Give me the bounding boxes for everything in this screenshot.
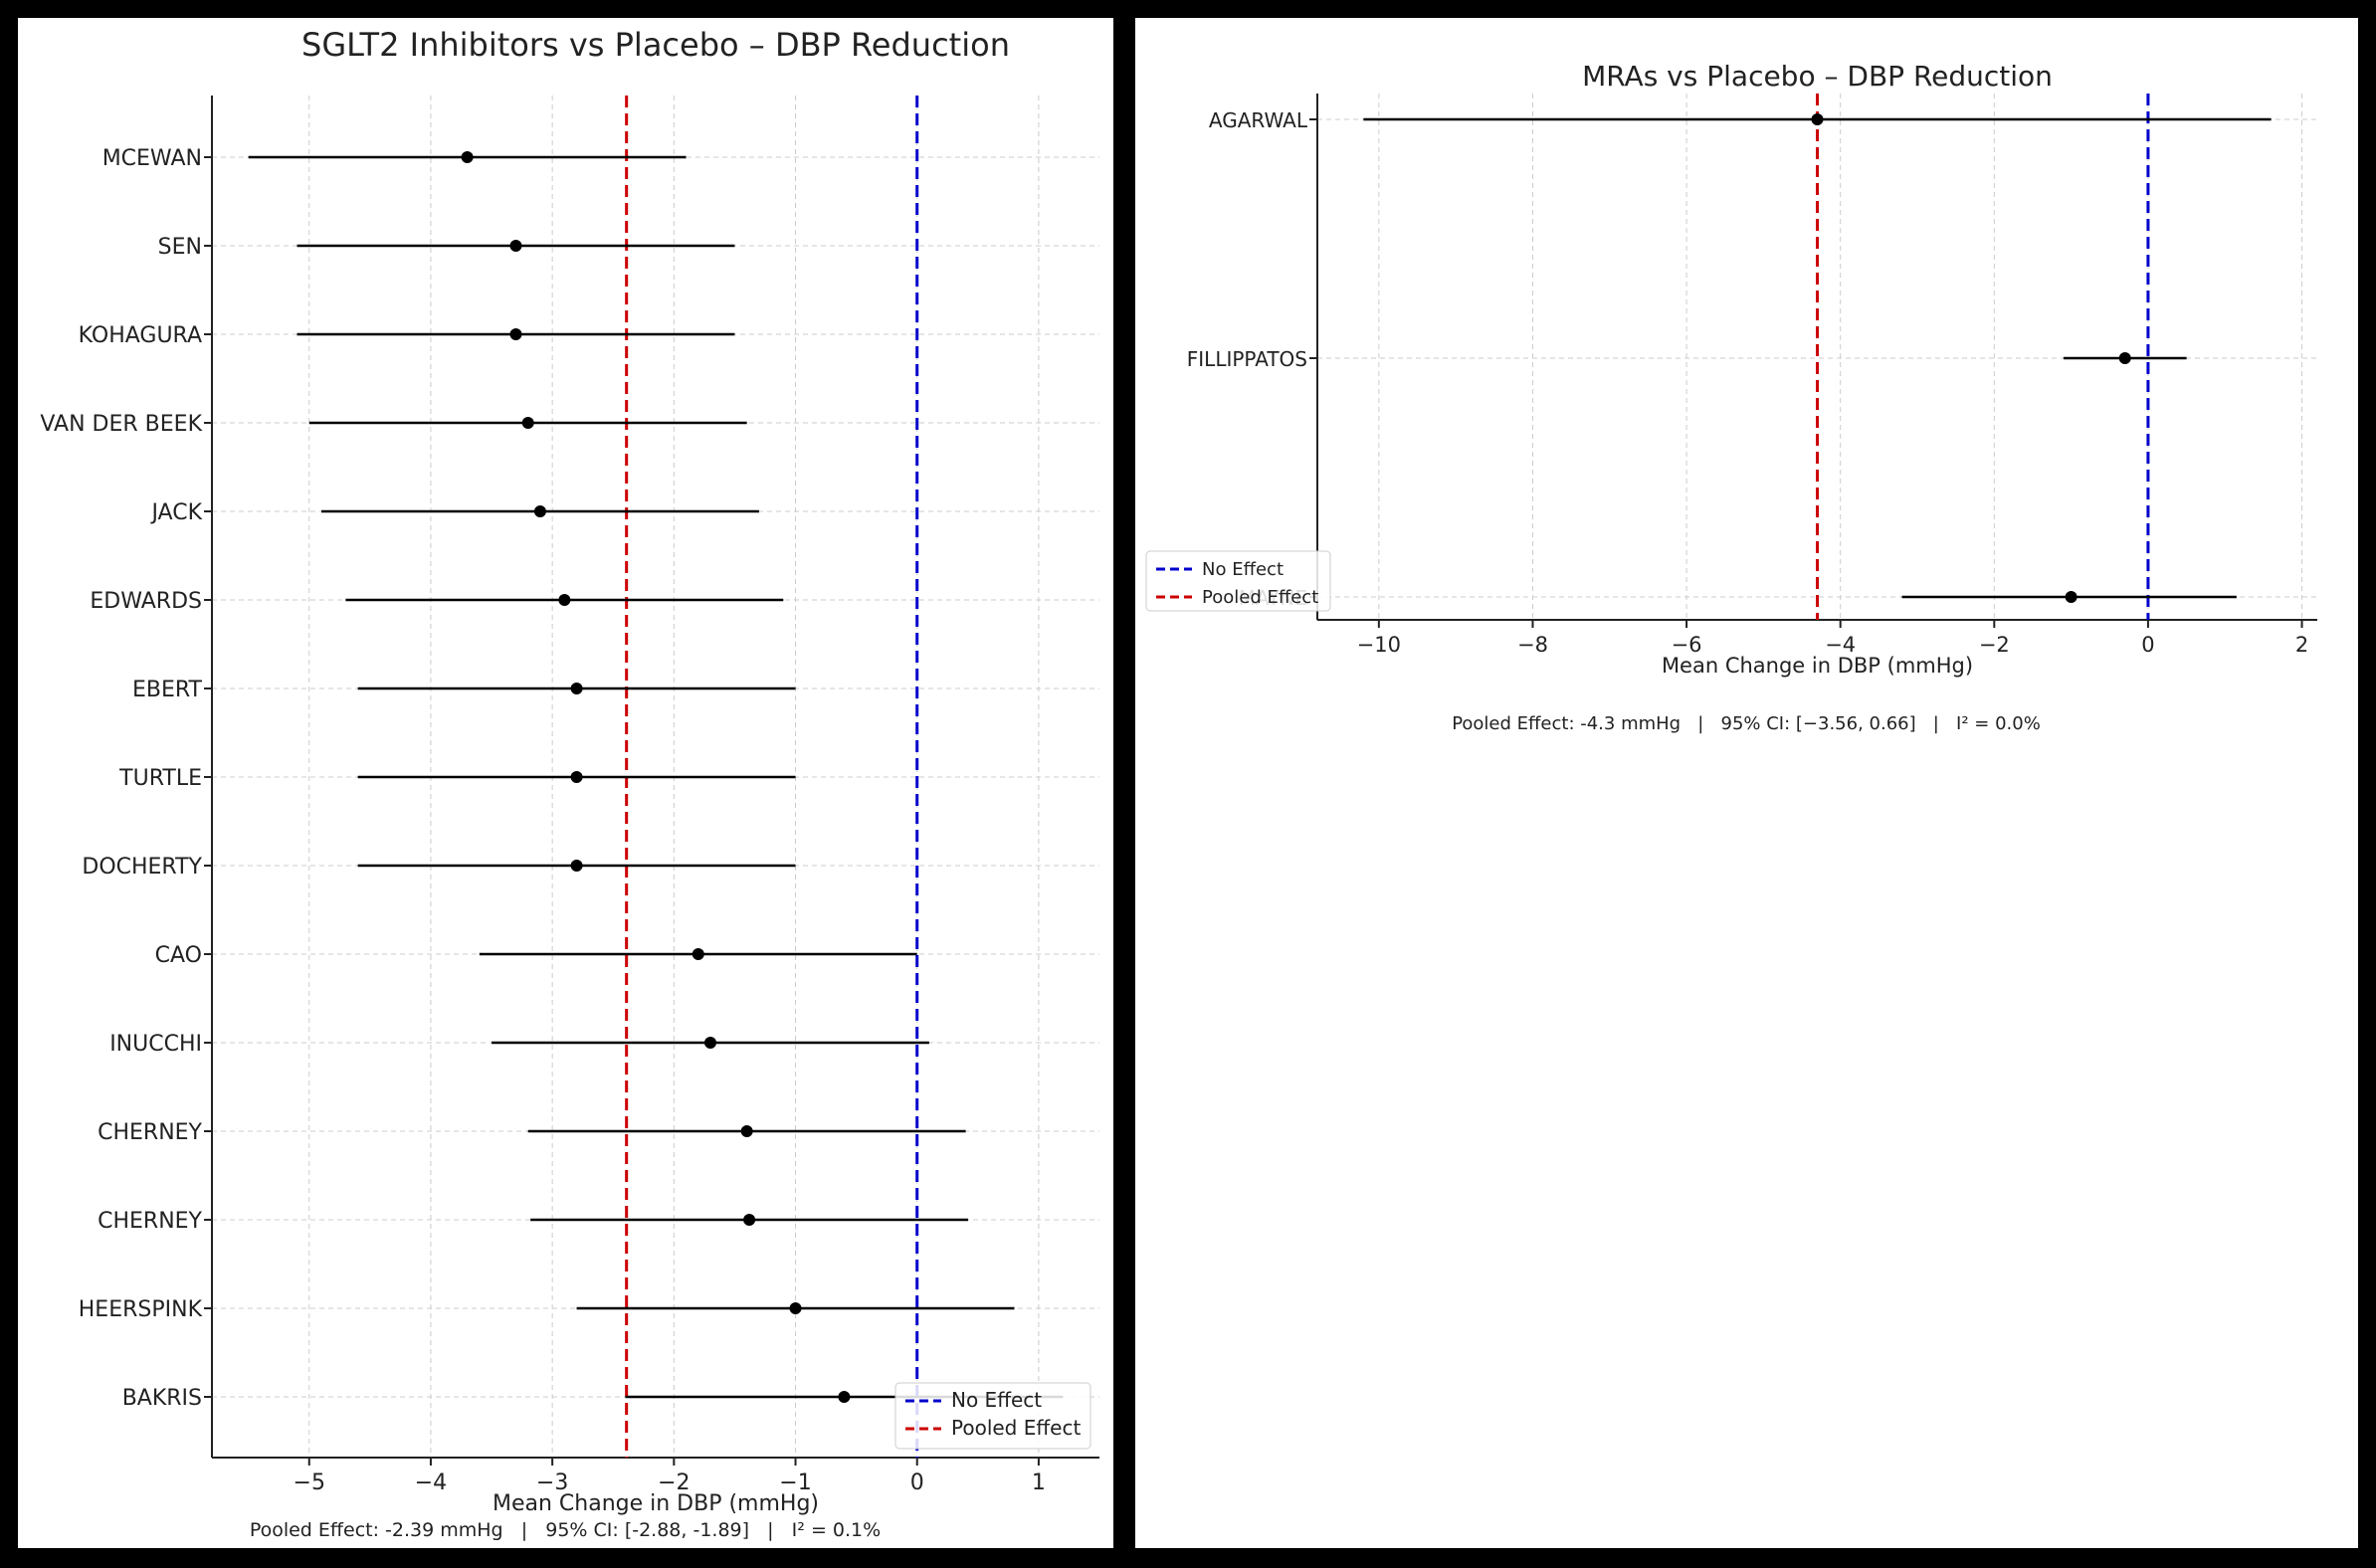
study-label: INUCCHI <box>109 1032 202 1057</box>
study-label: CAO <box>155 943 202 968</box>
legend: No Effect Pooled Effect <box>1145 550 1331 612</box>
x-tick-label: −5 <box>294 1470 325 1495</box>
x-tick-label: −6 <box>1672 633 1702 657</box>
point-estimate <box>838 1391 851 1403</box>
sglt2-forest-plot-panel: SGLT2 Inhibitors vs Placebo – DBP Reduct… <box>18 18 1113 1548</box>
point-estimate <box>703 1037 716 1049</box>
study-label: BAKRIS <box>122 1386 202 1411</box>
point-estimate <box>789 1302 802 1314</box>
x-tick-label: 0 <box>910 1470 924 1495</box>
x-tick-label: −2 <box>658 1470 690 1495</box>
point-estimate <box>2118 352 2131 364</box>
study-label: JACK <box>149 500 202 525</box>
point-estimate <box>509 328 522 340</box>
mra-forest-plot-panel: MRAs vs Placebo – DBP Reduction −10 −8 −6 −4… <box>1135 18 2358 1548</box>
study-label: EDWARDS <box>90 589 202 614</box>
legend-box <box>1145 550 1331 612</box>
point-estimate <box>570 683 583 694</box>
study-label: HEERSPINK <box>79 1297 203 1322</box>
x-tick-label: 1 <box>1032 1470 1046 1495</box>
study-label: AGARWAL <box>1209 108 1308 132</box>
x-tick-label: −10 <box>1357 633 1401 657</box>
study-label: TURTLE <box>118 766 202 791</box>
study-label: SEN <box>158 235 202 260</box>
x-tick-label: 2 <box>2295 633 2308 657</box>
point-estimate <box>2065 591 2078 603</box>
point-estimate <box>1811 113 1824 125</box>
point-estimate <box>740 1125 753 1137</box>
study-label: FILLIPPATOS <box>1187 347 1307 371</box>
x-tick-label: 0 <box>2141 633 2154 657</box>
sglt2-forest-plot: SGLT2 Inhibitors vs Placebo – DBP Reduct… <box>40 26 1099 1541</box>
legend-box <box>894 1382 1091 1450</box>
legend-entry: Pooled Effect <box>1202 587 1318 608</box>
pooled-effect-footnote: Pooled Effect: -2.39 mmHg | 95% CI: [-2.… <box>250 1519 881 1541</box>
pooled-effect-footnote: Pooled Effect: -4.3 mmHg | 95% CI: [−3.5… <box>1452 713 2041 734</box>
chart-title: MRAs vs Placebo – DBP Reduction <box>1582 60 2053 93</box>
legend-entry: No Effect <box>1202 559 1284 580</box>
x-tick-label: −8 <box>1517 633 1548 657</box>
legend-entry: No Effect <box>951 1388 1042 1412</box>
point-estimate <box>558 594 571 606</box>
point-estimate <box>743 1214 756 1226</box>
x-tick-label: −4 <box>1825 633 1856 657</box>
study-label: EBERT <box>132 678 203 702</box>
x-tick-label: −3 <box>536 1470 568 1495</box>
legend: No Effect Pooled Effect <box>894 1382 1091 1450</box>
study-label: KOHAGURA <box>79 323 202 348</box>
point-estimate <box>521 417 534 429</box>
study-label: CHERNEY <box>98 1120 202 1145</box>
x-axis-label: Mean Change in DBP (mmHg) <box>1662 654 1973 678</box>
x-tick-label: −4 <box>415 1470 447 1495</box>
study-label: VAN DER BEEK <box>40 412 202 437</box>
x-tick-label: −2 <box>1979 633 2010 657</box>
study-label: DOCHERTY <box>82 855 202 880</box>
study-label: MCEWAN <box>102 146 202 171</box>
point-estimate <box>533 505 546 517</box>
x-tick-label: −1 <box>779 1470 811 1495</box>
point-estimate <box>461 151 474 163</box>
point-estimate <box>570 860 583 872</box>
point-estimate <box>692 948 704 960</box>
x-axis-label: Mean Change in DBP (mmHg) <box>493 1491 819 1516</box>
study-label: CHERNEY <box>98 1209 202 1234</box>
chart-title: SGLT2 Inhibitors vs Placebo – DBP Reduct… <box>301 26 1010 64</box>
point-estimate <box>509 240 522 252</box>
mra-forest-plot: MRAs vs Placebo – DBP Reduction −10 −8 −6 −4… <box>1145 60 2317 734</box>
point-estimate <box>570 771 583 783</box>
legend-entry: Pooled Effect <box>951 1416 1081 1440</box>
